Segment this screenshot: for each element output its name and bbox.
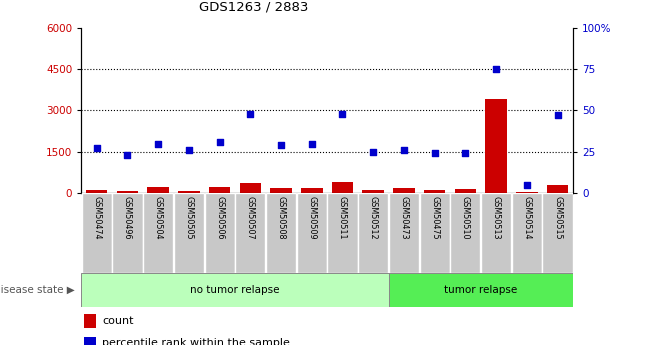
Bar bbox=[147, 187, 169, 193]
Bar bbox=[486, 99, 507, 193]
Text: GSM50508: GSM50508 bbox=[277, 196, 286, 239]
Bar bbox=[420, 193, 450, 273]
Bar bbox=[301, 188, 322, 193]
Bar bbox=[327, 193, 357, 273]
Bar bbox=[143, 193, 173, 273]
Bar bbox=[547, 185, 568, 193]
Text: count: count bbox=[102, 316, 133, 326]
Bar bbox=[332, 183, 353, 193]
Point bbox=[153, 141, 163, 146]
Text: GSM50515: GSM50515 bbox=[553, 196, 562, 239]
Text: GSM50475: GSM50475 bbox=[430, 196, 439, 239]
Text: GDS1263 / 2883: GDS1263 / 2883 bbox=[199, 1, 308, 14]
Text: GSM50496: GSM50496 bbox=[123, 196, 132, 239]
Bar bbox=[363, 190, 384, 193]
Bar bbox=[113, 193, 143, 273]
Bar bbox=[117, 191, 138, 193]
Bar bbox=[270, 188, 292, 193]
Bar bbox=[85, 314, 96, 327]
Point bbox=[368, 149, 378, 155]
Bar bbox=[178, 190, 200, 193]
Text: GSM50514: GSM50514 bbox=[522, 196, 531, 239]
Text: percentile rank within the sample: percentile rank within the sample bbox=[102, 338, 290, 345]
Bar bbox=[86, 190, 107, 193]
Point bbox=[337, 111, 348, 117]
Point bbox=[184, 147, 194, 153]
Text: GSM50506: GSM50506 bbox=[215, 196, 224, 239]
Bar bbox=[81, 193, 112, 273]
Bar bbox=[209, 187, 230, 193]
Text: GSM50507: GSM50507 bbox=[246, 196, 255, 239]
Point bbox=[460, 151, 471, 156]
Point bbox=[122, 152, 133, 158]
Bar bbox=[512, 193, 542, 273]
Bar bbox=[389, 193, 419, 273]
Text: GSM50505: GSM50505 bbox=[184, 196, 193, 239]
Point bbox=[307, 141, 317, 146]
Bar bbox=[297, 193, 327, 273]
Point bbox=[214, 139, 225, 145]
Point bbox=[552, 112, 562, 118]
Point bbox=[491, 66, 501, 72]
Bar bbox=[174, 193, 204, 273]
Bar bbox=[81, 273, 389, 307]
Point bbox=[398, 147, 409, 153]
Bar bbox=[240, 183, 261, 193]
Bar bbox=[450, 193, 480, 273]
Text: GSM50511: GSM50511 bbox=[338, 196, 347, 239]
Bar bbox=[235, 193, 266, 273]
Text: GSM50509: GSM50509 bbox=[307, 196, 316, 239]
Text: no tumor relapse: no tumor relapse bbox=[190, 285, 280, 295]
Bar bbox=[454, 189, 476, 193]
Bar bbox=[393, 188, 415, 193]
Bar bbox=[389, 273, 573, 307]
Text: GSM50473: GSM50473 bbox=[400, 196, 408, 239]
Bar bbox=[358, 193, 388, 273]
Bar bbox=[424, 190, 445, 193]
Text: GSM50512: GSM50512 bbox=[368, 196, 378, 239]
Point bbox=[521, 182, 532, 188]
Bar bbox=[204, 193, 234, 273]
Bar bbox=[542, 193, 573, 273]
Point bbox=[245, 111, 256, 117]
Bar bbox=[516, 192, 538, 193]
Text: GSM50474: GSM50474 bbox=[92, 196, 102, 239]
Bar bbox=[266, 193, 296, 273]
Text: disease state ▶: disease state ▶ bbox=[0, 285, 75, 295]
Bar bbox=[85, 336, 96, 345]
Point bbox=[92, 146, 102, 151]
Text: GSM50513: GSM50513 bbox=[492, 196, 501, 239]
Point bbox=[276, 142, 286, 148]
Text: tumor relapse: tumor relapse bbox=[444, 285, 518, 295]
Text: GSM50510: GSM50510 bbox=[461, 196, 470, 239]
Bar bbox=[481, 193, 511, 273]
Point bbox=[430, 151, 440, 156]
Text: GSM50504: GSM50504 bbox=[154, 196, 163, 239]
